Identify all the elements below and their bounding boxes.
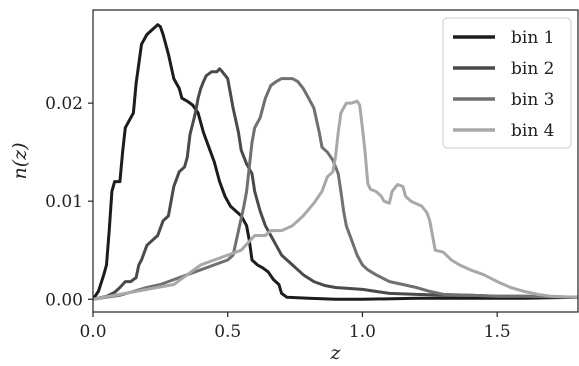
plot-frame — [92, 9, 579, 313]
y-axis: 0.00 0.01 0.02 — [45, 94, 93, 310]
legend-label-bin-2: bin 2 — [511, 59, 555, 79]
x-tick-label: 1.0 — [349, 322, 376, 342]
y-axis-label: n(z) — [9, 142, 31, 179]
series-line-bin-1 — [93, 23, 578, 301]
legend-label-bin-3: bin 3 — [511, 90, 555, 110]
legend-label-bin-4: bin 4 — [511, 121, 555, 141]
legend-label-bin-1: bin 1 — [511, 28, 555, 48]
y-tick-label: 0.00 — [45, 290, 83, 310]
x-tick-label: 0.0 — [79, 322, 106, 342]
y-tick-label: 0.02 — [45, 94, 83, 114]
series-line-bin-2 — [93, 67, 578, 301]
legend-box — [442, 17, 572, 149]
x-tick-label: 1.5 — [484, 322, 511, 342]
y-tick-label: 0.01 — [45, 192, 83, 212]
x-axis: 0.0 0.5 1.0 1.5 — [79, 312, 511, 342]
series-line-bin-4 — [93, 99, 578, 301]
legend: bin 1 bin 2 bin 3 bin 4 — [442, 17, 572, 149]
x-tick-label: 0.5 — [214, 322, 241, 342]
x-axis-label: z — [329, 342, 341, 364]
series-layer — [93, 23, 578, 301]
series-line-bin-3 — [93, 77, 578, 301]
